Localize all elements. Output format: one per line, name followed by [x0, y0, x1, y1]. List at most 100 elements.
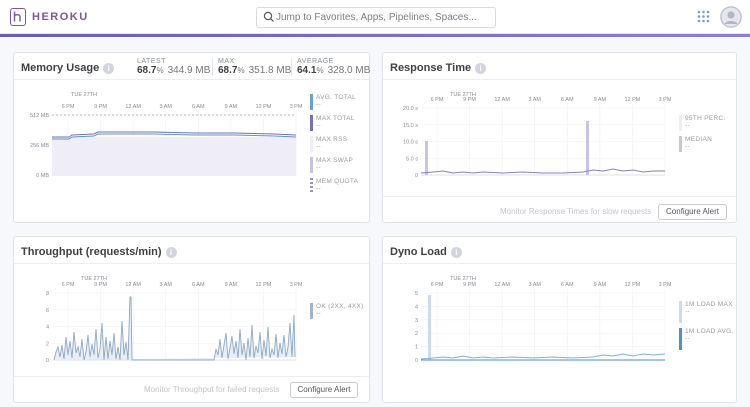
legend-item-95th-percentile[interactable]: 95TH PERC. -- — [679, 115, 735, 131]
heroku-logo-icon[interactable] — [10, 8, 26, 26]
stat-value: 64.1% 328.0 MB — [297, 65, 370, 76]
legend-item-avg-total[interactable]: AVG. TOTAL -- — [310, 94, 368, 110]
x-tick-label: 12 AM — [494, 282, 510, 288]
apps-grid-icon[interactable] — [697, 10, 710, 23]
x-axis: 6 PM 9 PM 12 AM 3 AM 6 AM 9 AM 12 PM 3 PM — [431, 97, 672, 175]
stat-pct: 68.7 — [218, 65, 238, 76]
legend-item-median[interactable]: MEDIAN -- — [679, 136, 735, 152]
dyno-load-chart[interactable]: TUE 27TH 6 PM 9 PM 12 AM 3 AM 6 AM 9 AM 12 PM 3… — [383, 237, 738, 404]
y-tick-label: 0 MB — [36, 173, 49, 179]
y-tick-label: 1 — [415, 345, 418, 351]
monitor-response-link[interactable]: Monitor Response Times for slow requests — [500, 207, 652, 216]
legend-value: -- — [685, 335, 690, 342]
search-input[interactable] — [276, 8, 491, 27]
dyno-legend: 1M LOAD MAX -- 1M LOAD AVG. -- — [679, 301, 735, 355]
legend-label: MAX TOTAL — [316, 115, 355, 122]
heroku-logo-glyph — [13, 11, 21, 22]
date-label: TUE 27TH — [71, 92, 97, 98]
x-axis: 6 PM 9 PM 12 AM 3 AM 6 AM 9 AM 12 PM 3 PM — [431, 282, 672, 360]
stat-label: MAX — [218, 58, 235, 65]
throughput-title-text: Throughput (requests/min) — [21, 246, 162, 258]
legend-item-ok[interactable]: OK (2XX, 4XX) -- — [310, 303, 368, 319]
median-line — [420, 168, 665, 174]
date-label: TUE 27TH — [81, 276, 107, 282]
x-tick-label: 3 PM — [659, 282, 672, 288]
panel-divider — [383, 196, 736, 197]
y-tick-label: 256 MB — [30, 143, 49, 149]
legend-item-load-max[interactable]: 1M LOAD MAX -- — [679, 301, 735, 323]
x-tick-label: 3 PM — [290, 104, 303, 110]
configure-alert-button[interactable]: Configure Alert — [658, 204, 727, 220]
y-tick-label: 20.0 s — [403, 106, 418, 112]
monitor-throughput-link[interactable]: Monitor Throughput for failed requests — [144, 385, 280, 394]
user-avatar[interactable] — [720, 6, 742, 28]
legend-value: -- — [316, 101, 321, 108]
search-box[interactable] — [256, 7, 496, 28]
panel-divider — [383, 79, 736, 80]
legend-swatch — [679, 115, 682, 131]
top-navigation-bar: HEROKU — [0, 0, 750, 34]
x-tick-label: 3 AM — [159, 104, 172, 110]
throughput-panel: Throughput (requests/min) i TUE 27TH 6 PM… — [13, 236, 370, 403]
y-axis: 5 4 3 2 1 0 — [415, 291, 665, 364]
stat-label: AVERAGE — [297, 58, 334, 65]
response-time-chart[interactable]: TUE 27TH 6 PM 9 PM 12 AM 3 AM 6 AM 9 AM 12 PM 3… — [383, 53, 738, 224]
x-tick-label: 3 AM — [528, 97, 541, 103]
info-icon[interactable]: i — [103, 63, 115, 74]
memory-stat-latest: LATEST 68.7% 344.9 MB — [137, 58, 210, 76]
x-tick-label: 6 PM — [62, 104, 75, 110]
date-label: TUE 27TH — [450, 276, 476, 282]
configure-alert-button[interactable]: Configure Alert — [290, 382, 358, 398]
legend-item-load-avg[interactable]: 1M LOAD AVG. -- — [679, 328, 735, 350]
legend-item-max-swap[interactable]: MAX SWAP -- — [310, 157, 368, 173]
stat-pct: 64.1 — [297, 65, 317, 76]
legend-label: 1M LOAD AVG. — [685, 328, 734, 335]
y-tick-label: 0 — [415, 358, 418, 364]
x-tick-label: 6 PM — [431, 97, 444, 103]
x-tick-label: 6 AM — [561, 282, 574, 288]
ok-requests-series — [53, 296, 296, 361]
stat-value: 68.7% 351.8 MB — [218, 65, 291, 76]
max-total-line — [52, 131, 297, 138]
legend-label: MEDIAN — [685, 136, 713, 143]
info-icon[interactable]: i — [450, 247, 462, 258]
x-tick-label: 12 PM — [255, 104, 271, 110]
x-tick-label: 6 PM — [431, 282, 444, 288]
x-tick-label: 3 PM — [290, 282, 303, 288]
y-tick-label: 512 MB — [30, 113, 49, 119]
legend-swatch — [679, 328, 682, 350]
info-icon[interactable]: i — [475, 63, 487, 74]
stat-separator — [212, 58, 213, 76]
x-tick-label: 6 PM — [62, 282, 75, 288]
search-icon — [263, 11, 274, 22]
stat-separator — [291, 58, 292, 76]
legend-label: MAX SWAP — [316, 157, 354, 164]
avg-total-line — [52, 133, 297, 140]
legend-swatch — [679, 301, 682, 323]
x-tick-label: 9 PM — [94, 104, 107, 110]
legend-item-max-rss[interactable]: MAX RSS -- — [310, 136, 368, 152]
y-tick-label: 10.0 s — [403, 140, 418, 146]
legend-value: -- — [316, 185, 321, 192]
panel-divider — [14, 376, 369, 377]
brand-name[interactable]: HEROKU — [32, 11, 89, 23]
legend-value: -- — [316, 164, 321, 171]
y-tick-label: 5.0 s — [406, 156, 418, 162]
legend-swatch — [310, 178, 313, 194]
x-tick-label: 12 AM — [125, 282, 141, 288]
memory-chart[interactable]: TUE 27TH 6 PM 9 PM 12 AM 3 AM 6 AM 9 AM 12 PM 3… — [14, 53, 371, 224]
legend-value: -- — [685, 122, 690, 129]
stat-pct: 68.7 — [137, 65, 157, 76]
response-panel-title: Response Time i — [390, 62, 487, 74]
info-icon[interactable]: i — [165, 247, 177, 258]
median-spike — [425, 141, 428, 175]
y-tick-label: 2 — [415, 331, 418, 337]
y-tick-label: 2 — [46, 341, 49, 347]
panel-divider — [383, 263, 736, 264]
stat-mb: 344.9 MB — [167, 65, 211, 76]
legend-item-max-total[interactable]: MAX TOTAL -- — [310, 115, 368, 131]
accent-bar — [0, 34, 750, 37]
legend-item-mem-quota[interactable]: MEM QUOTA -- — [310, 178, 368, 194]
throughput-chart[interactable]: TUE 27TH 6 PM 9 PM 12 AM 3 AM 6 AM 9 AM 12 PM 3… — [14, 237, 371, 404]
legend-label: MAX RSS — [316, 136, 348, 143]
